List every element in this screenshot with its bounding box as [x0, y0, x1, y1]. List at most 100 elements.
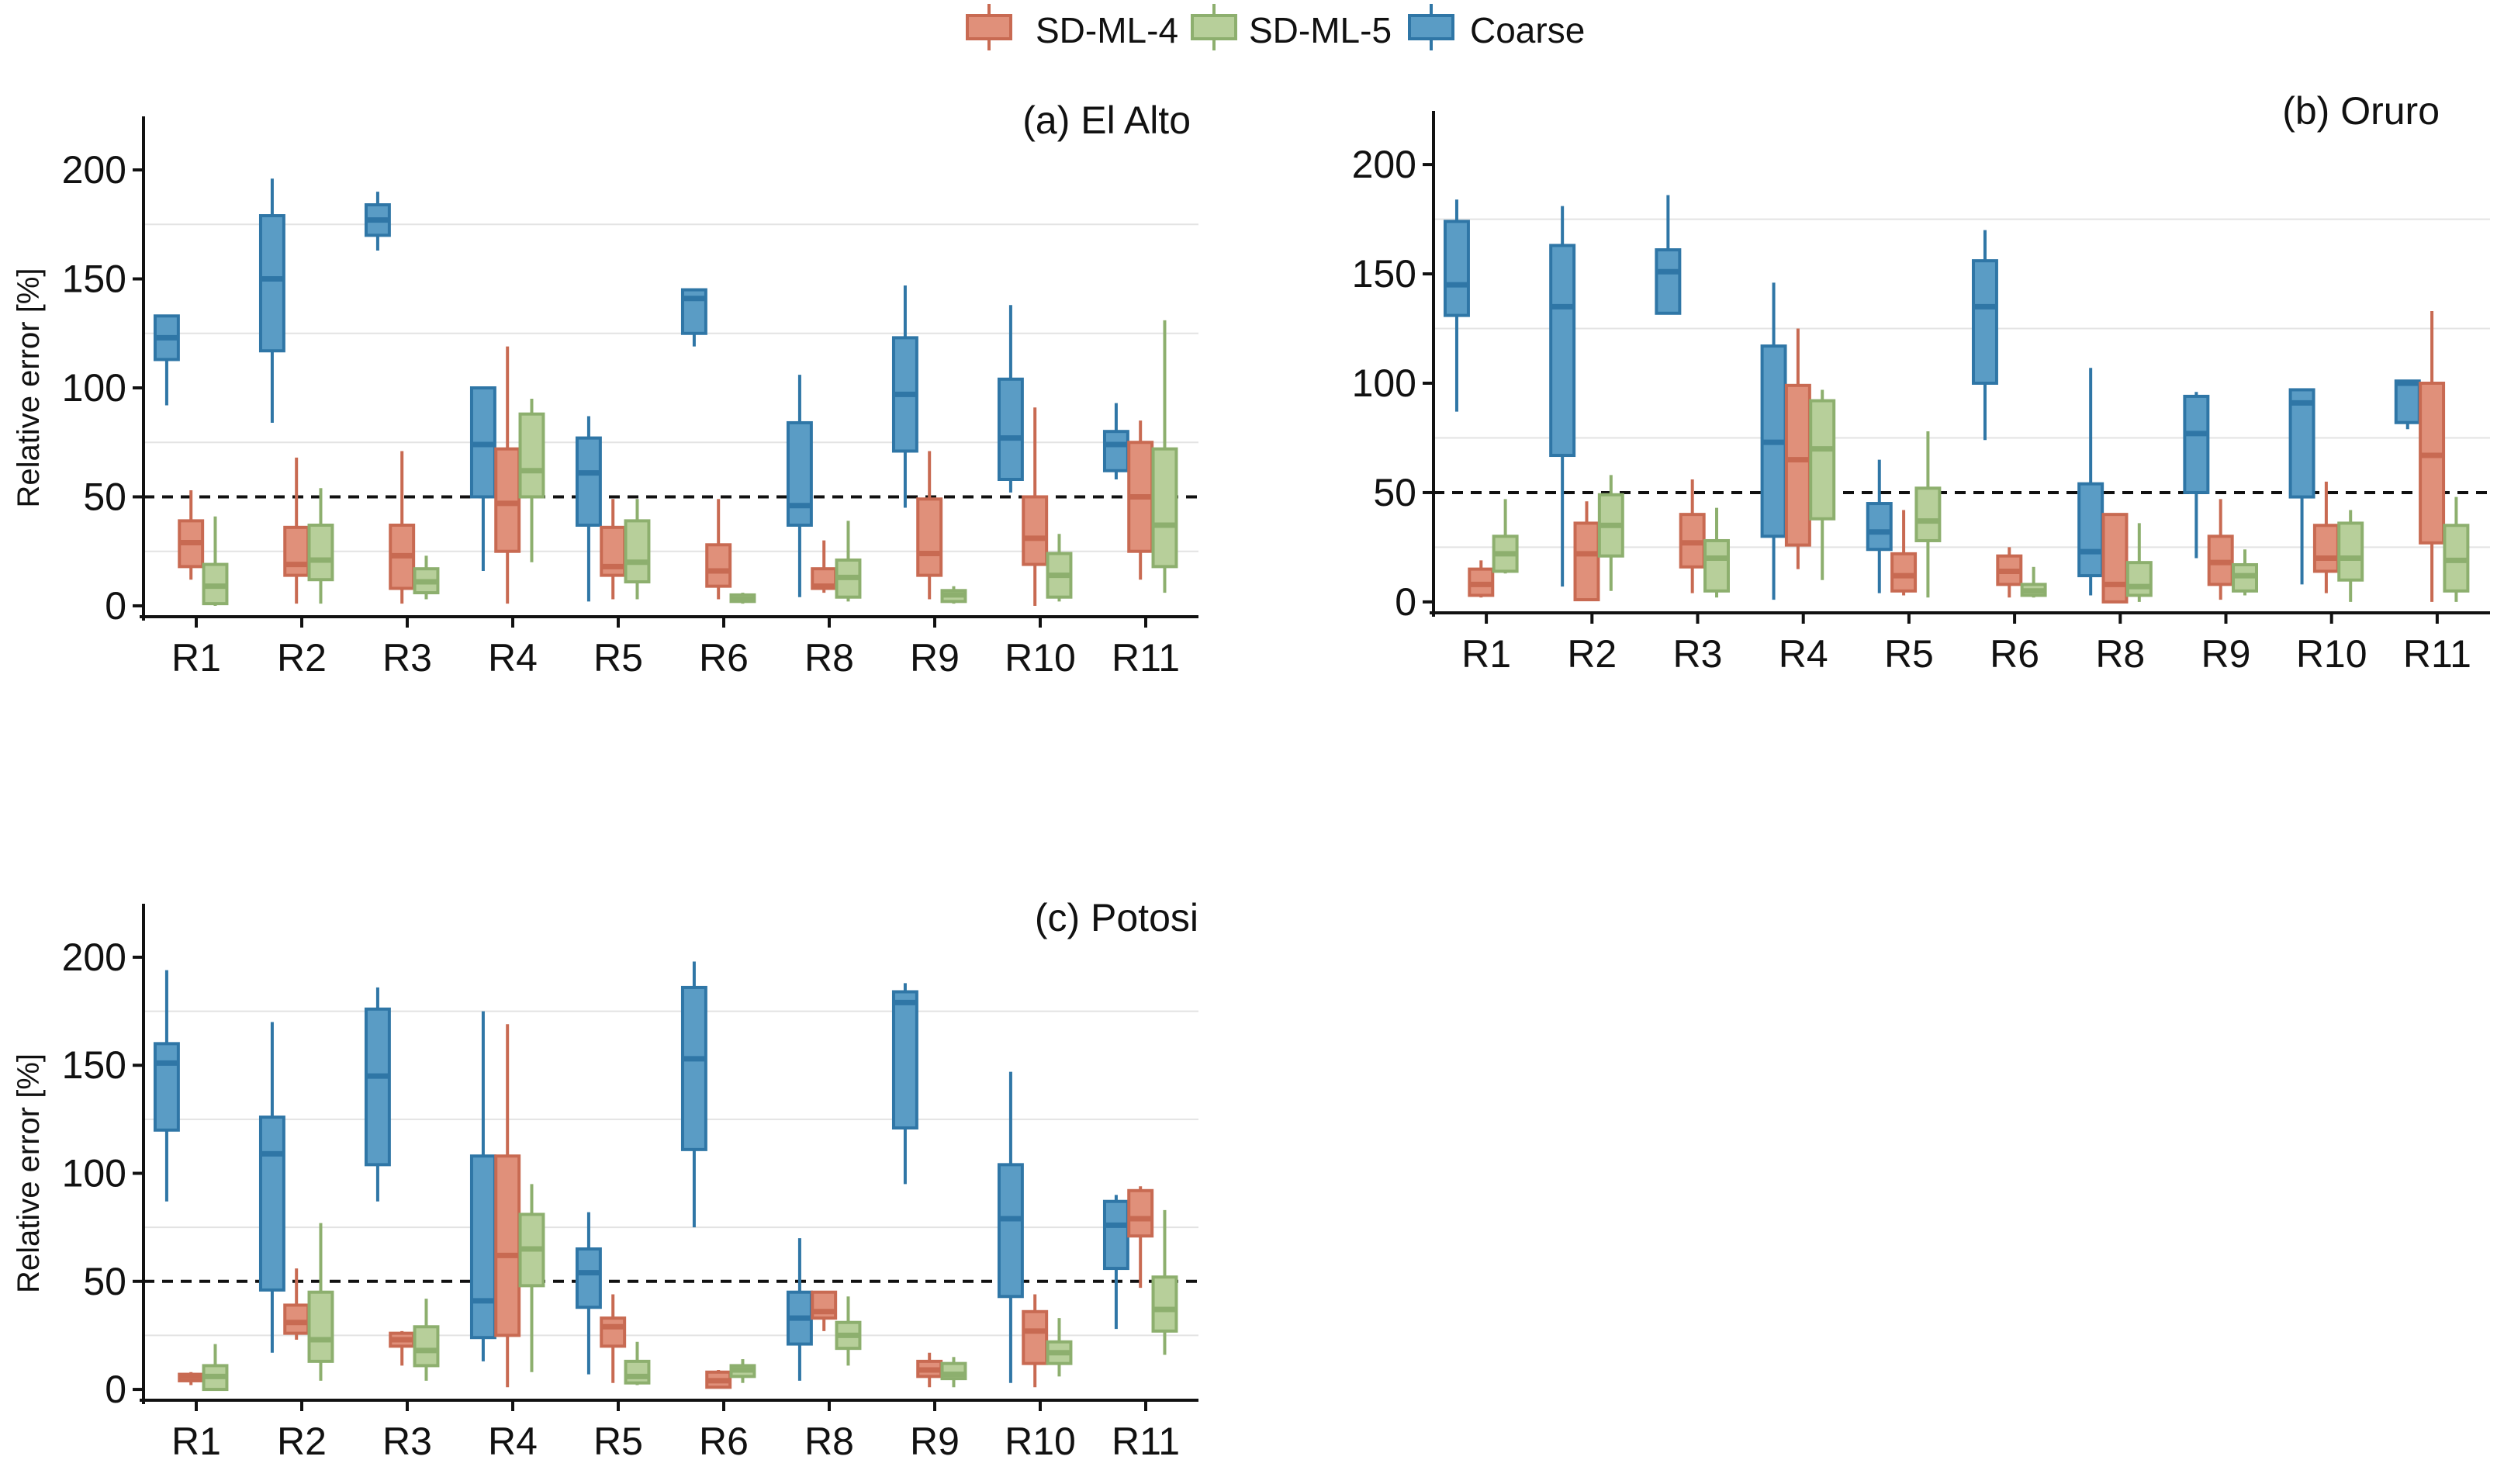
- box: [1809, 399, 1836, 521]
- x-tick-label: R2: [277, 636, 327, 680]
- box: [891, 990, 918, 1129]
- legend-label: Coarse: [1470, 10, 1585, 50]
- legend-label: SD-ML-4: [1036, 10, 1178, 50]
- box-coarse-r6: [1971, 230, 1998, 441]
- box: [2288, 388, 2315, 499]
- box-coarse-r5: [1866, 459, 1893, 593]
- box-coarse-r8: [2077, 368, 2104, 596]
- x-tick-label: R9: [910, 636, 960, 680]
- box: [1127, 1188, 1154, 1238]
- x-tick-label: R2: [277, 1420, 327, 1463]
- panel-oruro: 0 50 100 150 200 R1 R2 R3 R4 R5 R6 R8 R9 R10 R11 (b) Or…: [1352, 89, 2490, 676]
- box-sd-ml-5-r6: [729, 1359, 756, 1383]
- y-tick-label: 50: [1373, 471, 1416, 514]
- y-tick-label: 200: [62, 148, 126, 192]
- box-coarse-r1: [153, 314, 180, 406]
- x-tick-label: R8: [804, 636, 854, 680]
- x-tick-label: R2: [1567, 632, 1617, 676]
- box-coarse-r6: [680, 961, 707, 1228]
- box-sd-ml-4-r3: [389, 1330, 416, 1366]
- box: [680, 985, 707, 1151]
- x-tick-label: R3: [382, 1420, 432, 1463]
- box: [1022, 1309, 1049, 1365]
- box-sd-ml-4-r10: [1022, 407, 1049, 606]
- panel-title: (b) Oruro: [2282, 89, 2440, 133]
- box-sd-ml-4-r2: [1573, 501, 1600, 602]
- y-tick-label: 200: [62, 936, 126, 979]
- box-coarse-r9: [891, 983, 918, 1185]
- box-coarse-r9: [2183, 392, 2210, 559]
- box-sd-ml-5-r8: [835, 1296, 862, 1366]
- box-sd-ml-4-r11: [1127, 1186, 1154, 1289]
- box-sd-ml-5-r2: [307, 488, 334, 604]
- box-sd-ml-5-r4: [1809, 389, 1836, 580]
- box: [283, 525, 310, 577]
- box-coarse-r9: [891, 285, 918, 508]
- box-sd-ml-4-r8: [811, 540, 838, 593]
- box-sd-ml-5-r11: [1151, 1209, 1178, 1355]
- legend-swatch: [966, 14, 1012, 40]
- box-sd-ml-5-r3: [413, 1299, 440, 1381]
- box-sd-ml-4-r10: [2312, 481, 2340, 593]
- box-sd-ml-5-r5: [1914, 431, 1942, 598]
- box-coarse-r2: [1549, 206, 1576, 587]
- box-coarse-r3: [364, 192, 391, 251]
- box-sd-ml-4-r5: [1890, 510, 1918, 596]
- box-coarse-r10: [997, 305, 1024, 493]
- box-sd-ml-5-r6: [2020, 566, 2047, 598]
- x-tick-label: R6: [1990, 632, 2039, 676]
- box-sd-ml-5-r1: [202, 516, 229, 606]
- box-sd-ml-5-r4: [518, 399, 545, 562]
- box: [2419, 382, 2446, 545]
- x-tick-label: R4: [488, 636, 538, 680]
- box-sd-ml-5-r11: [2443, 496, 2470, 602]
- box-sd-ml-4-r8: [811, 1290, 838, 1331]
- box: [2312, 524, 2340, 573]
- x-tick-label: R11: [1112, 1420, 1180, 1463]
- box: [1022, 495, 1049, 566]
- box: [1151, 1275, 1178, 1333]
- box: [1655, 248, 1682, 315]
- box-sd-ml-5-r3: [413, 555, 440, 600]
- y-tick-label: 0: [105, 584, 126, 628]
- box-sd-ml-5-r8: [835, 521, 862, 602]
- x-tick-label: R10: [1005, 1420, 1076, 1463]
- x-tick-label: R5: [593, 1420, 643, 1463]
- y-tick-label: 0: [105, 1368, 126, 1411]
- box-sd-ml-4-r9: [916, 451, 943, 600]
- box: [153, 1042, 180, 1132]
- box: [283, 1303, 310, 1335]
- box-sd-ml-5-r1: [202, 1344, 229, 1392]
- box-sd-ml-4-r1: [178, 1372, 205, 1385]
- x-tick-label: R1: [1461, 632, 1511, 676]
- y-tick-label: 100: [62, 366, 126, 410]
- box-coarse-r11: [2394, 379, 2421, 430]
- box-coarse-r2: [258, 1022, 285, 1353]
- y-tick-label: 50: [83, 1260, 126, 1303]
- box-sd-ml-4-r2: [283, 1268, 310, 1340]
- box-sd-ml-5-r10: [1046, 1318, 1073, 1377]
- box: [624, 1359, 651, 1385]
- box-coarse-r3: [1655, 195, 1682, 315]
- box-coarse-r4: [1760, 282, 1787, 600]
- box: [258, 1116, 285, 1292]
- box-sd-ml-4-r1: [1468, 560, 1495, 598]
- y-tick-label: 0: [1395, 580, 1416, 624]
- y-tick-label: 50: [83, 475, 126, 518]
- box-coarse-r2: [258, 178, 285, 423]
- box: [997, 377, 1024, 481]
- box: [2337, 521, 2364, 582]
- x-tick-label: R11: [1112, 636, 1180, 680]
- legend-label: SD-ML-5: [1249, 10, 1392, 50]
- box-sd-ml-4-r3: [1679, 479, 1706, 593]
- box-sd-ml-5-r9: [2232, 549, 2258, 596]
- x-tick-label: R11: [2403, 632, 2471, 676]
- box: [307, 1290, 334, 1363]
- box-sd-ml-4-r4: [1784, 328, 1811, 569]
- x-tick-label: R5: [593, 636, 643, 680]
- box: [600, 1316, 627, 1348]
- legend: SD-ML-4 SD-ML-5 Coarse: [966, 4, 1585, 50]
- x-tick-label: R10: [1005, 636, 1076, 680]
- panel-el-alto: 0 50 100 150 200 R1 R2 R3 R4 R5 R6 R8 R9 R10 R11 (a) El…: [12, 99, 1198, 680]
